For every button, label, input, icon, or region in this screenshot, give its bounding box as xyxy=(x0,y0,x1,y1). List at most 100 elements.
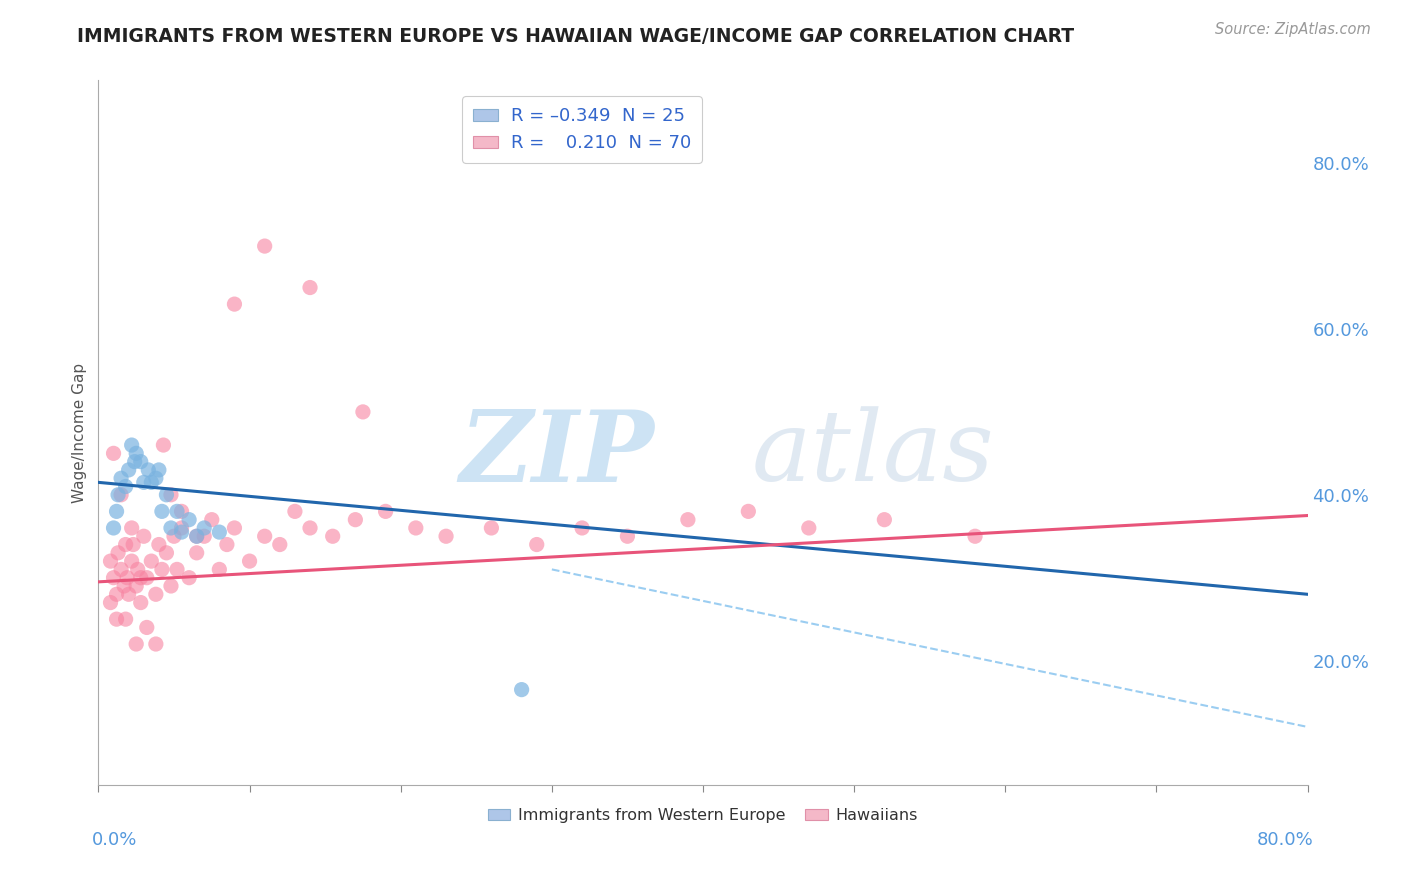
Point xyxy=(269,537,291,551)
Point xyxy=(510,682,533,697)
Point xyxy=(179,513,201,527)
Point xyxy=(132,475,155,490)
Point xyxy=(145,587,167,601)
Point xyxy=(299,521,322,535)
Point xyxy=(616,529,638,543)
Text: atlas: atlas xyxy=(751,406,994,501)
Point xyxy=(136,463,159,477)
Point xyxy=(105,587,128,601)
Point xyxy=(965,529,987,543)
Point xyxy=(253,529,276,543)
Point xyxy=(224,521,246,535)
Point xyxy=(132,529,155,543)
Point xyxy=(118,463,141,477)
Point xyxy=(253,239,276,253)
Point xyxy=(374,504,396,518)
Point xyxy=(215,537,238,551)
Point xyxy=(121,521,143,535)
Point xyxy=(118,587,141,601)
Point xyxy=(405,521,427,535)
Point xyxy=(135,571,157,585)
Point xyxy=(135,620,157,634)
Point xyxy=(141,554,163,568)
Point xyxy=(121,554,143,568)
Point xyxy=(344,513,367,527)
Point xyxy=(322,529,344,543)
Point xyxy=(873,513,896,527)
Point xyxy=(121,438,143,452)
Point xyxy=(125,579,148,593)
Point xyxy=(110,488,132,502)
Point xyxy=(114,537,136,551)
Point xyxy=(160,579,183,593)
Point xyxy=(160,488,183,502)
Point xyxy=(103,521,125,535)
Point xyxy=(141,475,163,490)
Point xyxy=(239,554,262,568)
Point xyxy=(145,471,167,485)
Point xyxy=(105,504,128,518)
Point xyxy=(170,525,193,540)
Point xyxy=(148,463,170,477)
Point xyxy=(100,596,122,610)
Text: IMMIGRANTS FROM WESTERN EUROPE VS HAWAIIAN WAGE/INCOME GAP CORRELATION CHART: IMMIGRANTS FROM WESTERN EUROPE VS HAWAII… xyxy=(77,27,1074,45)
Point xyxy=(103,571,125,585)
Point xyxy=(352,405,374,419)
Point xyxy=(110,471,132,485)
Point xyxy=(170,521,193,535)
Point xyxy=(179,571,201,585)
Point xyxy=(152,438,174,452)
Point xyxy=(127,562,149,576)
Point xyxy=(150,504,173,518)
Point xyxy=(115,571,138,585)
Point xyxy=(284,504,307,518)
Point xyxy=(125,637,148,651)
Point xyxy=(145,637,167,651)
Text: Source: ZipAtlas.com: Source: ZipAtlas.com xyxy=(1215,22,1371,37)
Point xyxy=(208,525,231,540)
Y-axis label: Wage/Income Gap: Wage/Income Gap xyxy=(72,362,87,503)
Point xyxy=(193,529,215,543)
Point xyxy=(129,571,152,585)
Text: 80.0%: 80.0% xyxy=(1257,830,1313,849)
Point xyxy=(112,579,135,593)
Point xyxy=(148,537,170,551)
Point xyxy=(129,455,152,469)
Point xyxy=(107,546,129,560)
Point xyxy=(114,612,136,626)
Point xyxy=(103,446,125,460)
Point xyxy=(155,546,177,560)
Point xyxy=(170,504,193,518)
Text: 0.0%: 0.0% xyxy=(93,830,138,849)
Point xyxy=(186,529,208,543)
Point xyxy=(105,612,128,626)
Point xyxy=(166,504,188,518)
Point xyxy=(692,819,714,833)
Point xyxy=(150,562,173,576)
Point xyxy=(163,529,186,543)
Point xyxy=(155,488,177,502)
Point xyxy=(125,446,148,460)
Point xyxy=(122,537,145,551)
Point xyxy=(526,537,548,551)
Point xyxy=(110,562,132,576)
Point xyxy=(186,546,208,560)
Point xyxy=(434,529,457,543)
Point xyxy=(481,521,503,535)
Point xyxy=(166,562,188,576)
Point xyxy=(124,455,146,469)
Point xyxy=(571,521,593,535)
Point xyxy=(193,521,215,535)
Point xyxy=(208,562,231,576)
Point xyxy=(100,554,122,568)
Point xyxy=(129,596,152,610)
Point xyxy=(186,529,208,543)
Legend: Immigrants from Western Europe, Hawaiians: Immigrants from Western Europe, Hawaiian… xyxy=(482,802,924,830)
Point xyxy=(201,513,224,527)
Point xyxy=(797,521,820,535)
Text: ZIP: ZIP xyxy=(460,406,655,502)
Point xyxy=(299,280,322,294)
Point xyxy=(114,479,136,493)
Point xyxy=(160,521,183,535)
Point xyxy=(107,488,129,502)
